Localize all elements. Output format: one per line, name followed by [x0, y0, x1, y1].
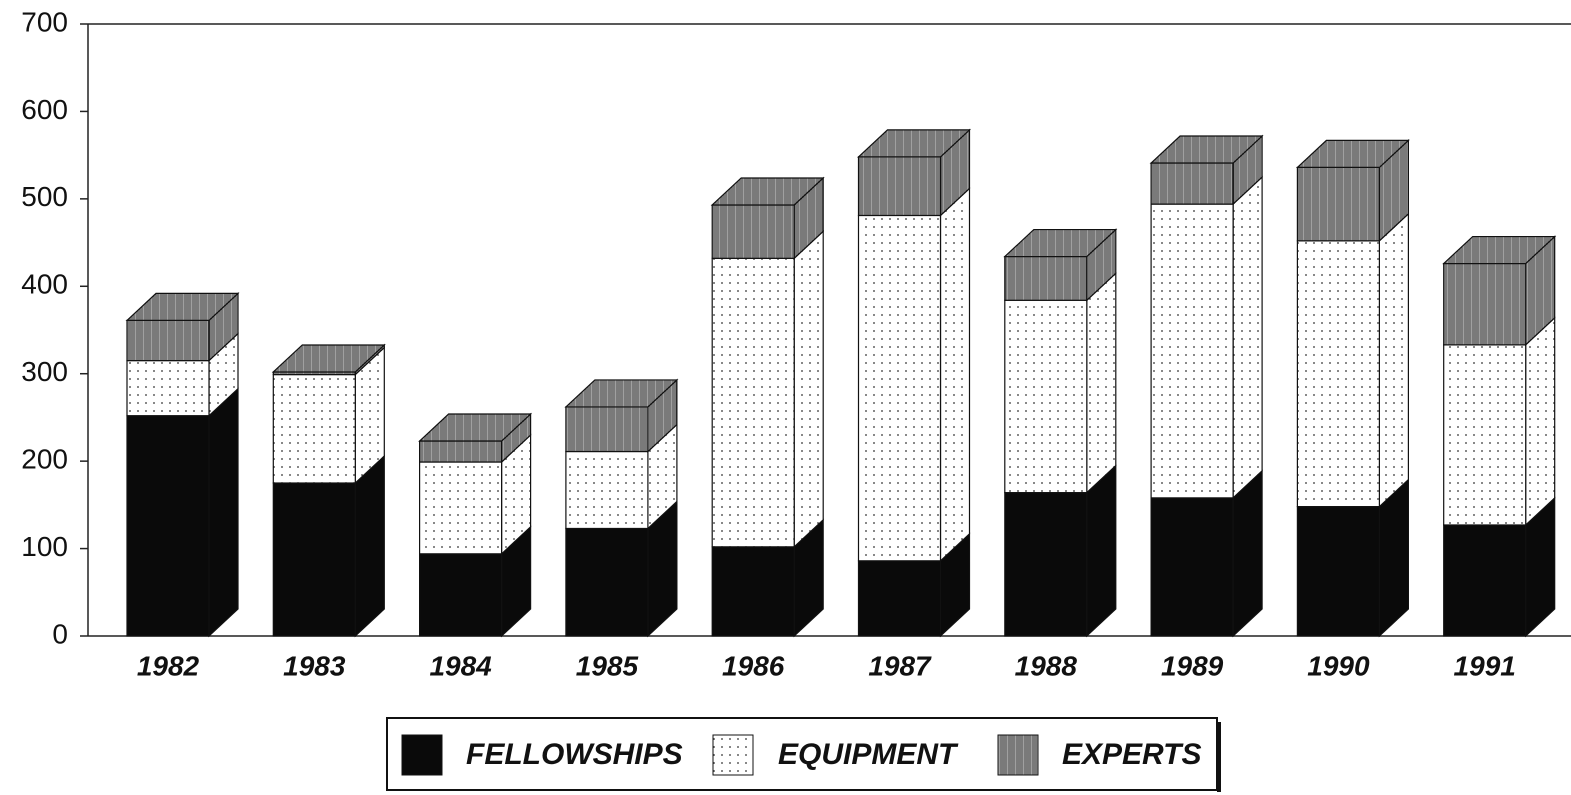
bar-segment: [419, 461, 503, 555]
y-tick-label: 600: [21, 94, 68, 125]
bar-segment: [1150, 497, 1234, 637]
legend-box: [386, 717, 1218, 791]
bar-segment: [711, 204, 795, 259]
x-tick-label: 1989: [1161, 650, 1224, 681]
bar-segment: [711, 546, 795, 637]
bar-segment: [1443, 262, 1527, 346]
bar-top: [1003, 228, 1118, 258]
x-tick-label: 1985: [576, 650, 639, 681]
bar-segment: [126, 319, 210, 362]
bar-segment: [711, 257, 795, 548]
bar-side: [354, 454, 385, 638]
x-tick-label: 1991: [1454, 650, 1516, 681]
bar-side: [939, 187, 971, 563]
bar-segment: [1150, 203, 1234, 499]
y-tick-label: 0: [52, 618, 68, 649]
bar-segment: [126, 360, 210, 417]
bar-segment: [857, 214, 942, 562]
x-tick-label: 1990: [1307, 650, 1370, 681]
bar-top: [1149, 135, 1264, 164]
bar-segment: [857, 560, 942, 637]
bar-top: [1295, 139, 1410, 168]
bar-side: [1232, 175, 1263, 500]
bar-segment: [1150, 162, 1234, 205]
bar-segment: [1004, 299, 1088, 494]
legend-swatch: [997, 734, 1039, 776]
bar-side: [1525, 316, 1556, 527]
bar-segment: [272, 482, 356, 637]
bar-segment: [1004, 255, 1088, 301]
x-tick-label: 1984: [429, 650, 492, 681]
bar-segment: [1443, 344, 1527, 526]
bar-segment: [272, 373, 356, 484]
legend-label: EXPERTS: [1062, 738, 1202, 771]
bar-side: [1232, 469, 1263, 638]
x-tick-label: 1987: [868, 650, 932, 681]
bar-top: [418, 413, 533, 442]
y-tick-label: 400: [21, 269, 68, 300]
bar-top: [1442, 235, 1557, 265]
x-tick-label: 1988: [1015, 650, 1078, 681]
legend-swatch: [401, 734, 443, 776]
y-tick-label: 500: [21, 181, 68, 212]
x-tick-label: 1982: [137, 650, 200, 681]
bar-segment: [1296, 166, 1381, 242]
bar-segment: [1004, 492, 1088, 637]
bar-segment: [1443, 524, 1527, 637]
bar-segment: [565, 406, 649, 453]
bar-side: [208, 387, 239, 638]
x-tick-label: 1986: [722, 650, 785, 681]
bar-segment: [126, 415, 210, 637]
bar-segment: [1296, 506, 1381, 637]
bar-segment: [1296, 240, 1381, 508]
bar-segment: [419, 440, 503, 463]
bar-top: [125, 292, 240, 321]
bar-side: [1086, 464, 1117, 638]
bar-top: [710, 177, 825, 206]
bar-side: [1378, 212, 1410, 508]
x-tick-label: 1983: [283, 650, 346, 681]
bar-top: [271, 344, 386, 373]
bar-segment: [857, 156, 942, 217]
bar-segment: [419, 553, 503, 637]
legend-swatch: [712, 734, 754, 776]
bar-segment: [565, 450, 649, 530]
y-tick-label: 700: [21, 6, 68, 37]
y-tick-label: 100: [21, 531, 68, 562]
legend-label: EQUIPMENT: [778, 738, 959, 771]
bar-side: [793, 229, 824, 549]
bar-top: [564, 379, 679, 408]
y-tick-label: 200: [21, 444, 68, 475]
bar-side: [1086, 271, 1117, 494]
y-tick-label: 300: [21, 356, 68, 387]
bar-segment: [565, 527, 649, 637]
legend-label: FELLOWSHIPS: [466, 738, 683, 771]
bar-top: [856, 129, 972, 158]
